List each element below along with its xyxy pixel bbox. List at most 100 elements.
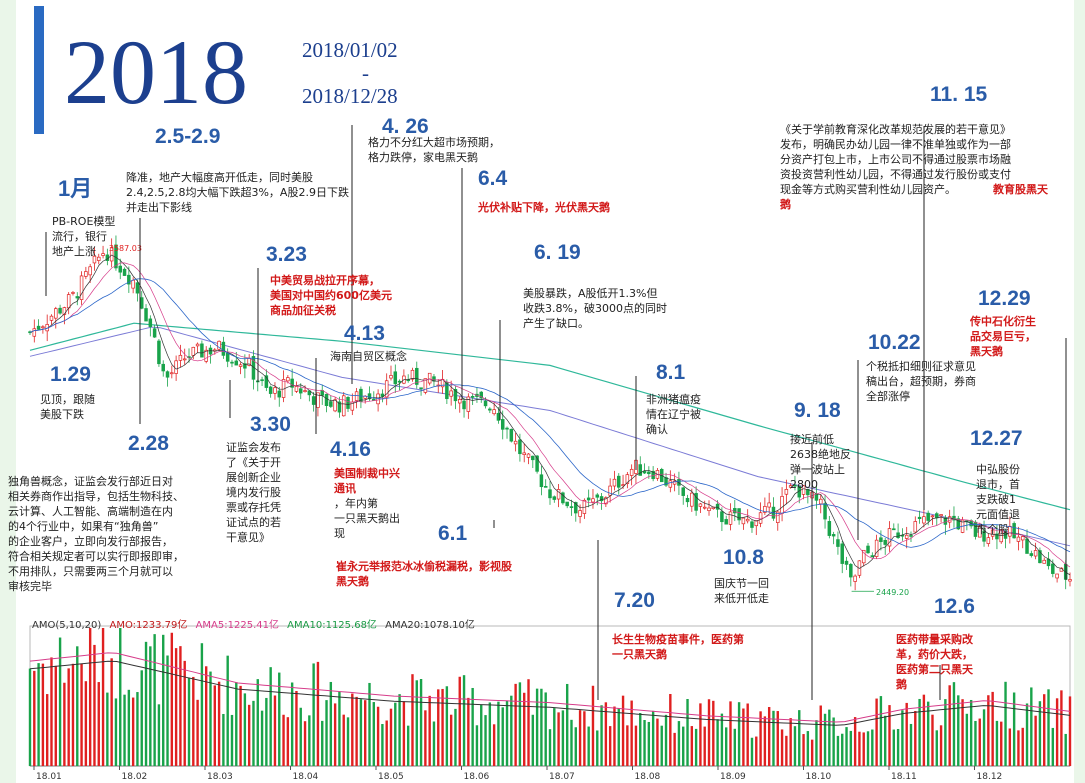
volume-bar [755, 736, 758, 766]
candle-body [513, 440, 518, 445]
volume-bar [269, 667, 272, 766]
event-text-d228: 独角兽概念，证监会发行部近日对 [8, 475, 173, 488]
candle-body [449, 390, 453, 397]
event-text-d81: 非洲猪瘟疫 [646, 393, 701, 406]
candle-body [677, 479, 681, 486]
candle-body [341, 395, 346, 417]
candle-body [161, 363, 165, 372]
candle-body [492, 409, 496, 415]
volume-bar [553, 708, 556, 766]
candle-body [329, 401, 333, 407]
volume-bar [406, 725, 410, 766]
volume-bar [1055, 698, 1059, 766]
volume-bar [67, 668, 70, 766]
candle-body [685, 497, 690, 503]
event-text-d1022: 稿出台，超预期，券商 [866, 375, 976, 388]
volume-bar [136, 692, 139, 766]
event-label-d228: 2.28 [128, 432, 169, 455]
event-text-d1227: 支跌破1 [976, 493, 1016, 506]
volume-bar [119, 628, 122, 766]
volume-bar [33, 670, 36, 766]
volume-bar [617, 708, 620, 766]
event-label-d720: 7.20 [614, 589, 655, 612]
volume-indicator-name: AMO(5,10,20) [32, 620, 102, 631]
x-tick-label: 18.01 [36, 772, 62, 782]
candle-body [298, 388, 303, 394]
candle-body [311, 396, 316, 405]
volume-bar [226, 655, 229, 766]
x-tick-label: 18.10 [806, 772, 832, 782]
candle-body [995, 533, 999, 540]
x-tick-label: 18.11 [891, 772, 917, 782]
event-red-d1229: 传中石化衍生 [970, 315, 1036, 328]
candle-body [892, 528, 896, 531]
volume-bar [707, 699, 711, 766]
volume-bar [286, 717, 290, 766]
candle-body [668, 480, 673, 488]
volume-bar [604, 702, 608, 766]
candle-body [230, 361, 234, 364]
volume-bar [806, 731, 810, 766]
x-tick-label: 18.07 [549, 772, 575, 782]
volume-bar [901, 710, 904, 766]
volume-bar [321, 720, 324, 766]
volume-bar [737, 702, 741, 766]
volume-bar [359, 699, 363, 766]
volume-bar [540, 688, 543, 766]
event-text-d619: 产生了缺口。 [523, 317, 589, 330]
candle-body [152, 328, 157, 338]
volume-bar [71, 663, 75, 766]
volume-bar [278, 672, 281, 766]
volume-bar [669, 693, 672, 766]
volume-bar [355, 696, 358, 766]
volume-bar [561, 710, 565, 766]
volume-bar [716, 719, 719, 766]
volume-bar [969, 699, 973, 766]
event-text-d330: 了《关于开 [226, 456, 281, 469]
candle-body [393, 371, 398, 385]
event-text-d81: 情在辽宁被 [646, 408, 701, 421]
volume-bar [415, 680, 418, 766]
event-text-d330: 展创新企业 [226, 471, 281, 484]
candle-body [552, 496, 557, 500]
candle-body [423, 378, 428, 393]
volume-ama20-line [29, 660, 1071, 726]
volume-bar [527, 679, 530, 766]
event-text-d129: 见顶，跟随 [40, 393, 95, 406]
volume-bar [230, 714, 234, 766]
volume-bar [1068, 696, 1072, 766]
event-text-d1115: 资投资营利性幼儿园，不得通过发行股份或支付 [780, 168, 1011, 181]
event-label-d323: 3.23 [266, 243, 307, 266]
volume-bar [295, 690, 298, 766]
volume-bar [742, 708, 745, 766]
candle-body [518, 439, 522, 455]
volume-bar [1025, 703, 1029, 766]
volume-bar [944, 699, 947, 766]
candle-body [831, 534, 836, 537]
candle-body [780, 496, 784, 514]
volume-bar [974, 720, 977, 766]
volume-bar [1064, 733, 1067, 766]
volume-bar [282, 714, 285, 766]
volume-bar [1008, 728, 1012, 766]
event-text-d108: 来低开低走 [714, 592, 769, 605]
event-text-d918: 接近前低 [790, 433, 834, 446]
event-text-d228: 不用排队，只需要两三个月就可以 [8, 565, 173, 578]
volume-bar [1038, 701, 1042, 766]
candle-body [887, 528, 892, 547]
candle-body [488, 408, 492, 411]
volume-bar [256, 679, 259, 766]
x-tick-label: 18.12 [977, 772, 1003, 782]
candle-body [672, 480, 677, 485]
candle-body [397, 380, 402, 383]
event-text-d416: ，年内第 [334, 497, 378, 510]
volume-bar [634, 725, 638, 766]
candle-body [647, 471, 651, 475]
volume-bar [639, 713, 642, 766]
volume-bar [647, 721, 651, 766]
candle-body [204, 349, 208, 362]
volume-bar [333, 703, 337, 766]
candle-body [410, 369, 415, 380]
volume-bar [239, 685, 242, 766]
